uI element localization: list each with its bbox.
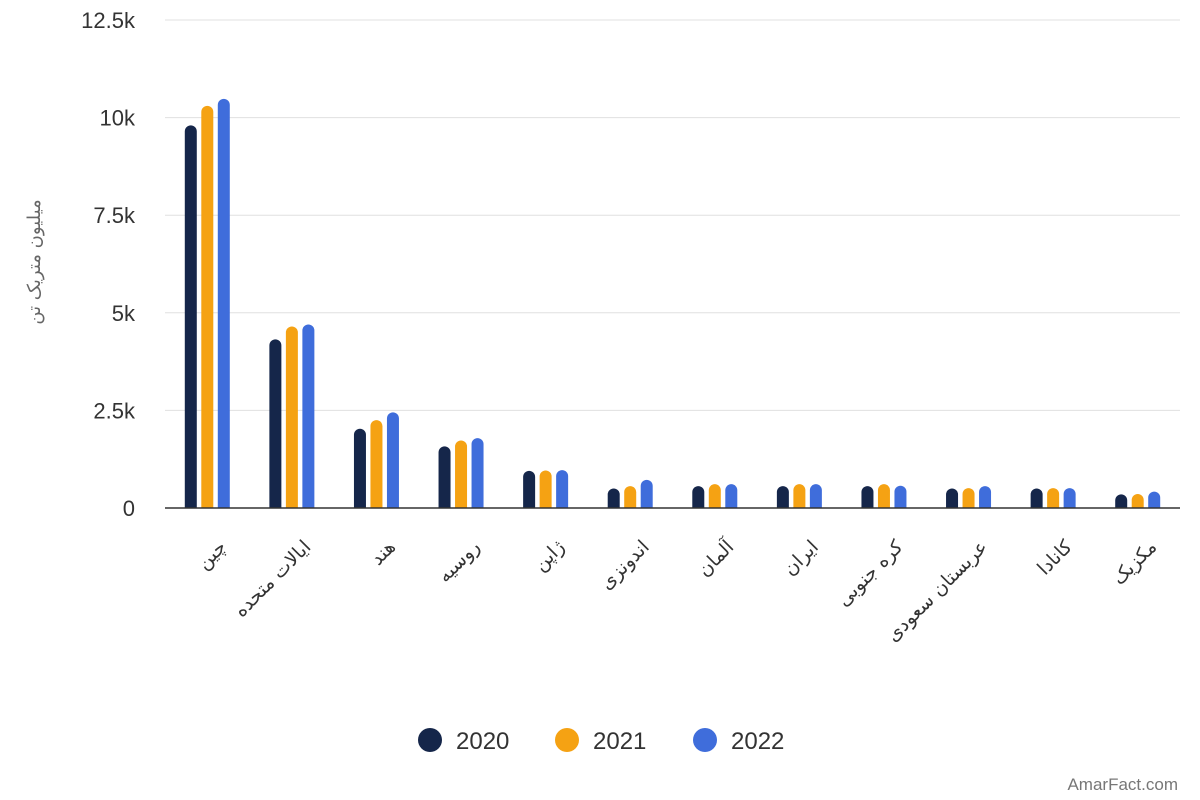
bar-2021-8 (877, 484, 890, 508)
bar-2021-4 (539, 470, 552, 508)
bar-2021-6 (708, 484, 721, 508)
bar-2021-11 (1131, 493, 1144, 508)
bar-2021-3 (455, 440, 468, 508)
bar-2022-11 (1148, 491, 1161, 508)
bar-2022-2 (386, 412, 399, 508)
bar-2022-10 (1063, 488, 1076, 508)
y-tick-label: 0 (123, 496, 135, 521)
y-tick-label: 2.5k (93, 398, 136, 423)
y-tick-label: 12.5k (81, 8, 136, 33)
x-tick-label: اندونزی (596, 536, 654, 594)
legend-swatch-2022 (693, 728, 717, 752)
bar-2022-9 (979, 486, 992, 508)
bar-2020-3 (438, 446, 451, 508)
legend-label: 2020 (456, 728, 509, 755)
bar-2020-1 (269, 339, 282, 508)
bar-2022-5 (640, 479, 653, 508)
bar-2020-8 (861, 486, 874, 508)
x-tick-label: کانادا (1033, 535, 1077, 579)
legend-label: 2022 (731, 728, 784, 755)
bar-2022-4 (556, 470, 569, 508)
bar-2021-0 (201, 105, 214, 508)
bar-2020-2 (353, 428, 366, 508)
source-credit: AmarFact.com (1067, 775, 1178, 794)
y-tick-label: 10k (100, 106, 136, 131)
legend: 2020 2021 2022 (418, 728, 784, 755)
bar-2021-9 (962, 488, 975, 508)
bar-2022-1 (302, 324, 315, 508)
x-tick-label: ژاپن (529, 536, 569, 576)
bar-2020-6 (692, 486, 705, 508)
bar-2020-9 (946, 488, 959, 508)
bar-2020-5 (607, 488, 620, 508)
bar-2021-1 (285, 326, 298, 508)
legend-swatch-2021 (555, 728, 579, 752)
x-tick-label: چین (193, 536, 231, 574)
bar-2021-2 (370, 420, 383, 508)
x-tick-label: روسیه (434, 536, 485, 587)
y-tick-label: 5k (112, 301, 136, 326)
x-tick-label: کره جنوبی (833, 535, 909, 611)
legend-label: 2021 (593, 728, 646, 755)
bar-2022-0 (217, 98, 230, 508)
x-tick-label: مکزیک (1108, 536, 1161, 589)
bar-2021-7 (793, 484, 806, 508)
bar-2020-11 (1115, 494, 1128, 508)
x-tick-label: ایران (779, 536, 823, 580)
bar-2020-0 (184, 125, 197, 508)
legend-swatch-2020 (418, 728, 442, 752)
bar-2020-10 (1030, 488, 1043, 508)
y-axis-label: میلیون متریک تن (24, 199, 45, 324)
bar-2022-8 (894, 485, 907, 508)
bar-2022-7 (809, 484, 822, 508)
x-tick-label: آلمان (692, 534, 739, 581)
bar-2022-3 (471, 438, 484, 508)
bar-2020-7 (776, 486, 789, 508)
bar-2020-4 (523, 470, 536, 508)
bar-2021-5 (624, 486, 637, 508)
x-tick-label: هند (366, 536, 400, 570)
bar-2021-10 (1047, 488, 1060, 508)
gridlines (165, 19, 1180, 411)
y-axis-ticks: 0 2.5k 5k 7.5k 10k 12.5k (81, 8, 136, 521)
bars (184, 98, 1161, 508)
x-tick-label: ایالات متحده (230, 536, 316, 622)
bar-2022-6 (725, 484, 738, 508)
y-tick-label: 7.5k (93, 203, 136, 228)
